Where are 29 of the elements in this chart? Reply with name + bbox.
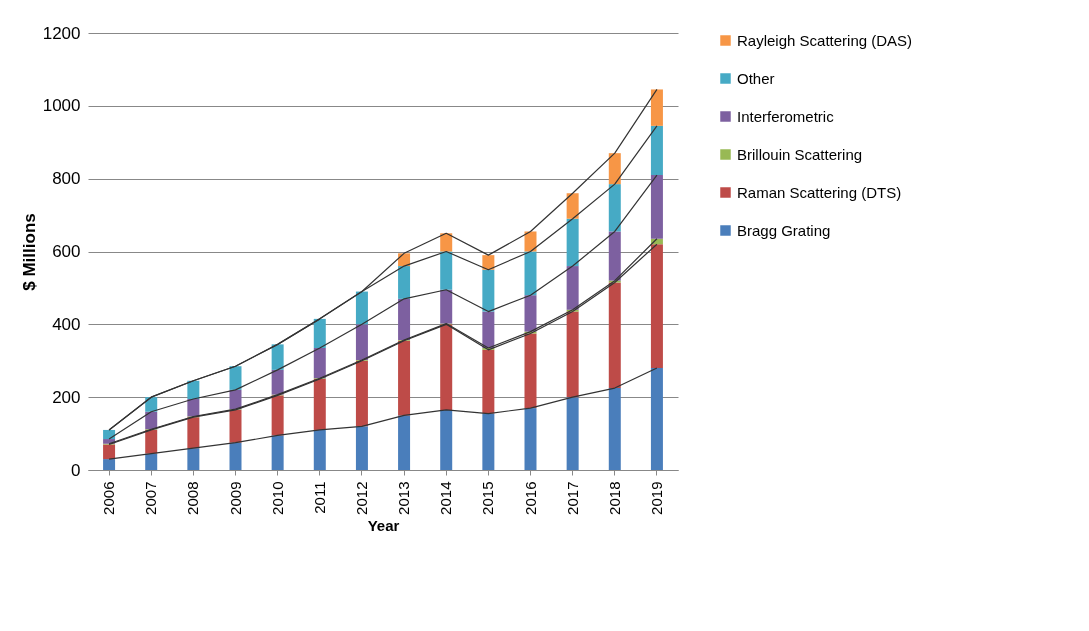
- x-tick-label: 2009: [226, 481, 244, 515]
- x-tick-label: 2008: [184, 481, 202, 515]
- y-tick-label: 0: [71, 460, 81, 480]
- y-tick-label: 1000: [42, 96, 81, 116]
- legend-label: Brillouin Scattering: [737, 145, 863, 163]
- x-tick-label: 2016: [521, 481, 539, 515]
- y-tick-label: 800: [52, 169, 81, 189]
- legend-label: Other: [737, 69, 775, 87]
- x-tick-label: 2013: [395, 481, 413, 515]
- x-tick-label: 2019: [647, 481, 665, 515]
- x-tick-label: 2017: [563, 481, 581, 515]
- x-tick-label: 2014: [437, 481, 455, 515]
- y-tick-label: 600: [52, 242, 81, 261]
- x-tick-label: 2006: [100, 481, 118, 515]
- y-tick-label: 1200: [42, 23, 81, 43]
- x-tick-label: 2018: [605, 481, 623, 515]
- y-tick-label: 400: [52, 314, 81, 334]
- legend-label: Interferometric: [737, 107, 835, 125]
- legend-label: Bragg Grating: [737, 221, 831, 239]
- x-axis-title: Year: [367, 516, 400, 534]
- x-tick-label: 2011: [310, 481, 328, 514]
- y-tick-label: 200: [52, 387, 81, 407]
- x-tick-label: 2012: [352, 481, 370, 515]
- y-axis-title: $ Millions: [19, 213, 39, 291]
- x-tick-label: 2007: [142, 481, 160, 515]
- x-tick-label: 2015: [479, 481, 497, 515]
- legend-label: Raman Scattering (DTS): [737, 183, 902, 201]
- legend-label: Rayleigh Scattering (DAS): [737, 31, 913, 49]
- x-tick-label: 2010: [268, 481, 286, 515]
